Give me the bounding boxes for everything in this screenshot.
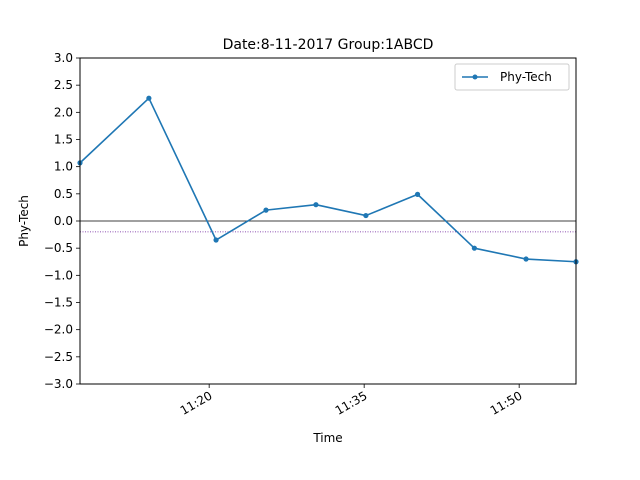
data-point xyxy=(313,202,319,208)
data-point xyxy=(213,237,219,243)
data-point xyxy=(146,95,152,101)
y-tick-label: −0.5 xyxy=(44,241,73,255)
data-point xyxy=(363,212,369,219)
x-axis-label: Time xyxy=(312,431,342,445)
y-tick-label: 1.0 xyxy=(54,160,73,174)
y-tick-label: −2.5 xyxy=(44,350,73,364)
y-tick-label: −2.0 xyxy=(44,323,73,337)
y-tick-label: 2.0 xyxy=(54,105,73,119)
y-tick-label: 3.0 xyxy=(54,51,73,65)
series-line xyxy=(79,97,577,263)
y-tick-label: −3.0 xyxy=(44,377,73,391)
data-point xyxy=(523,256,529,262)
legend-label: Phy-Tech xyxy=(500,70,552,84)
y-tick-label: −1.0 xyxy=(44,268,73,282)
y-tick-label: −1.5 xyxy=(44,296,73,310)
y-tick-label: 1.5 xyxy=(54,133,73,147)
data-point xyxy=(471,245,477,251)
y-tick-label: 0.0 xyxy=(54,214,73,228)
y-tick-label: 0.5 xyxy=(54,187,73,201)
y-tick-label: 2.5 xyxy=(54,78,73,92)
legend: Phy-Tech xyxy=(454,63,570,91)
data-point xyxy=(263,207,269,213)
chart-title: Date:8-11-2017 Group:1ABCD xyxy=(223,37,434,53)
legend-box xyxy=(454,63,570,91)
x-tick-label: 11:50 xyxy=(488,388,525,417)
legend-marker xyxy=(472,74,478,80)
x-tick-label: 11:20 xyxy=(178,388,215,417)
x-tick-label: 11:35 xyxy=(333,388,370,417)
y-axis-label: Phy-Tech xyxy=(17,195,31,247)
data-point xyxy=(414,191,421,197)
